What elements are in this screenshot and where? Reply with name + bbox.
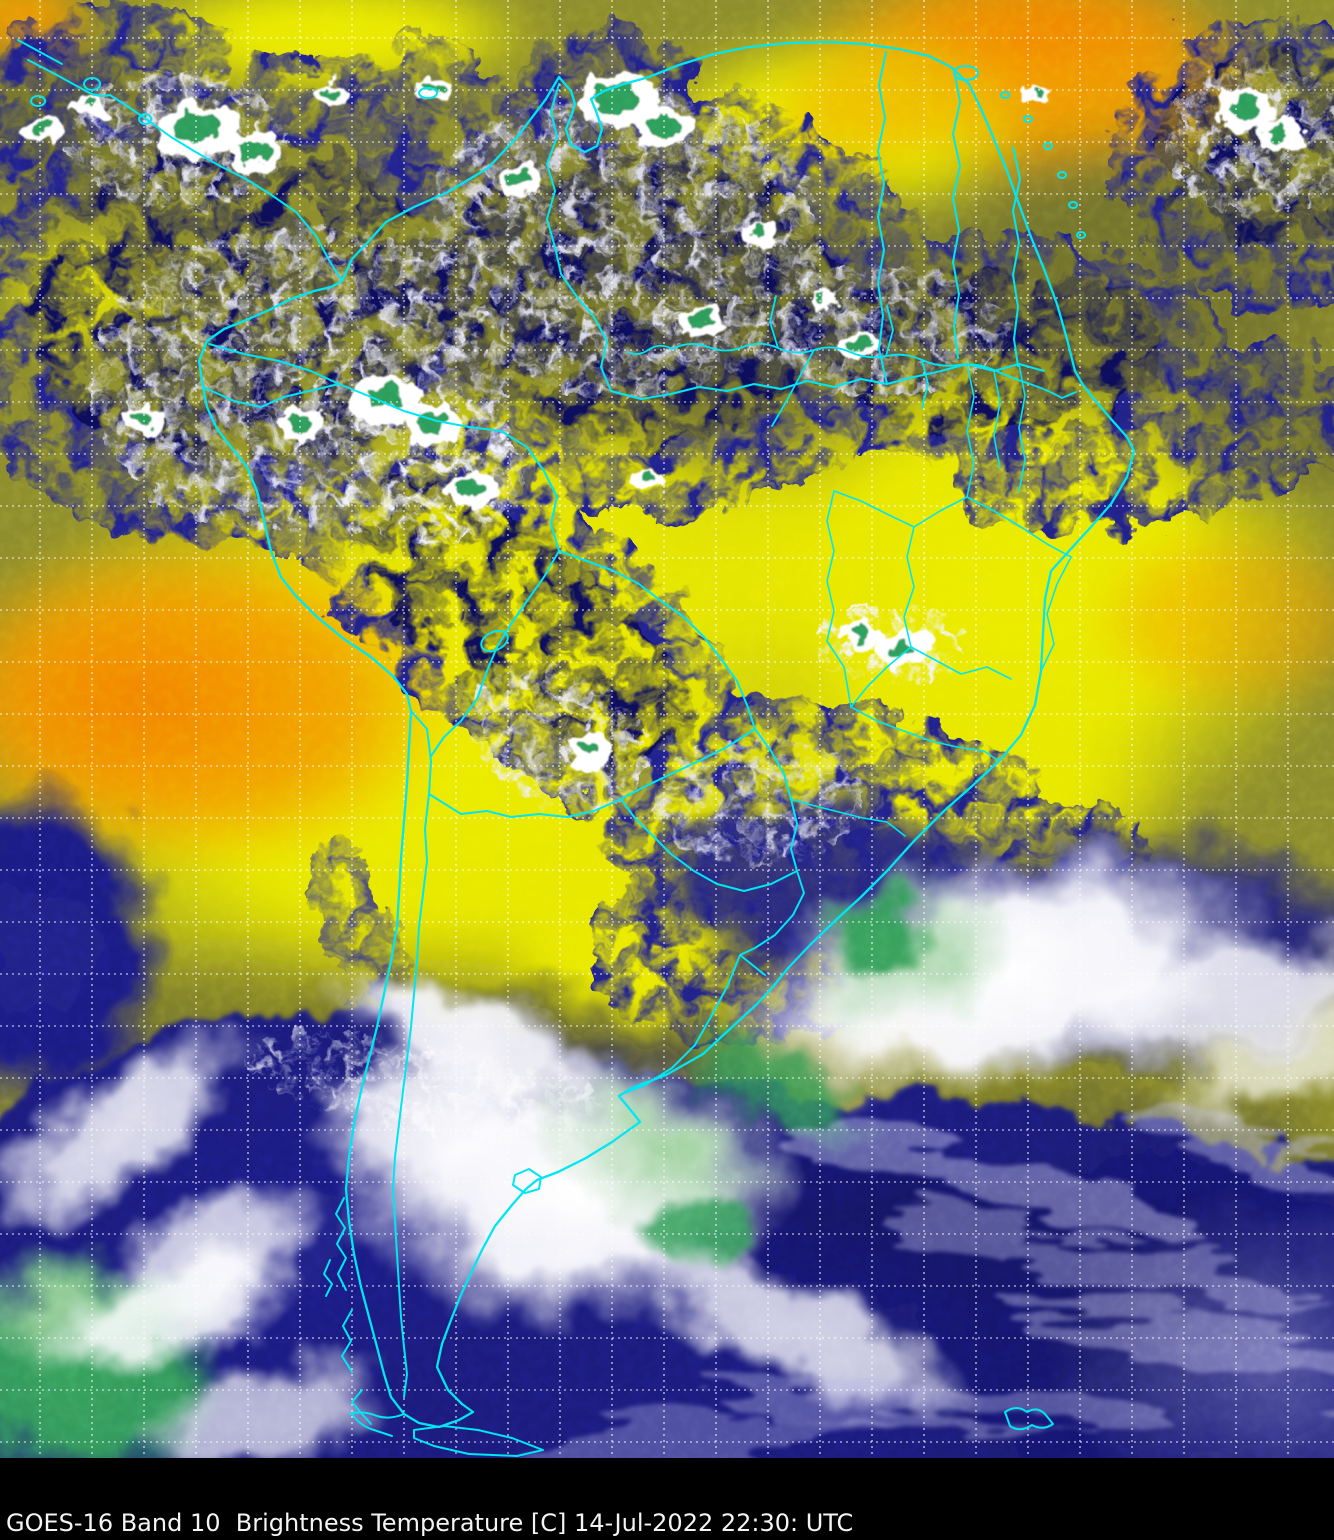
uruguay-river (621, 954, 741, 1095)
cirrus-wisp-layer (520, 1114, 1334, 1458)
patagonia-fjords (323, 1168, 544, 1457)
caption-bar: GOES-16 Band 10 Brightness Temperature [… (0, 1458, 1334, 1540)
amazon-river (671, 342, 1077, 399)
venezuela-colombia-border (546, 83, 612, 392)
country-borders-overlay (17, 39, 1136, 1457)
south-america-coastline (197, 40, 1136, 1429)
chile-argentina-border (392, 710, 432, 1398)
tierra-del-fuego (413, 1425, 544, 1457)
lake-titicaca (480, 629, 509, 653)
satellite-image (0, 0, 1334, 1458)
central-america-coastline (27, 59, 343, 282)
frontal-cloud-layer (0, 843, 1334, 1458)
graticule (0, 0, 1334, 1458)
brazil-north-border (610, 363, 1045, 400)
falkland-islands (1004, 1407, 1054, 1431)
satellite-map-canvas (0, 0, 1334, 1458)
caption-text: GOES-16 Band 10 Brightness Temperature [… (6, 1508, 854, 1537)
cold-cloud-cells-layer (26, 72, 1306, 766)
brazil-state-borders (790, 363, 1072, 837)
